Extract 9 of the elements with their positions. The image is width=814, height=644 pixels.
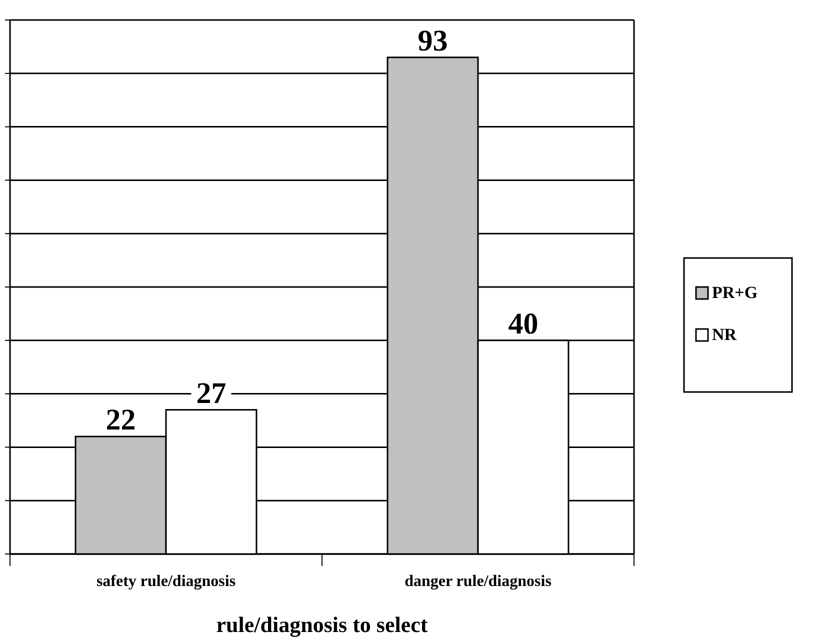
x-tick-label: safety rule/diagnosis bbox=[96, 573, 236, 590]
x-tick-label: danger rule/diagnosis bbox=[404, 573, 552, 590]
legend-label: PR+G bbox=[712, 283, 758, 302]
legend-label: NR bbox=[712, 325, 738, 344]
data-label: 27 bbox=[196, 376, 226, 410]
data-label: 93 bbox=[418, 24, 448, 58]
data-label: 40 bbox=[508, 307, 538, 340]
x-axis-title: rule/diagnosis to select bbox=[216, 612, 428, 637]
data-label: 22 bbox=[106, 404, 136, 437]
